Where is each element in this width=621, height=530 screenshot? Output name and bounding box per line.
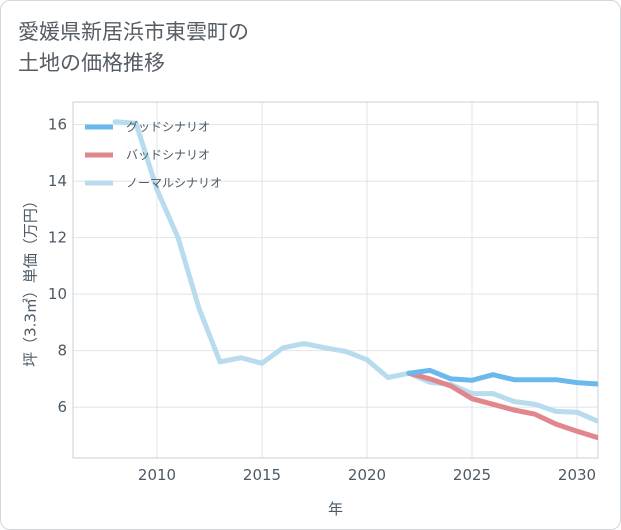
x-tick-label: 2030: [558, 466, 596, 484]
legend-label: グッドシナリオ: [126, 120, 210, 134]
y-tick-label: 16: [48, 116, 67, 134]
y-tick-label: 12: [48, 229, 67, 247]
y-axis-title: 坪（3.3㎡）単価（万円）: [22, 193, 40, 367]
y-tick-label: 14: [48, 172, 67, 190]
chart-title-line-2: 土地の価格推移: [18, 51, 165, 75]
legend-label: バッドシナリオ: [126, 148, 210, 162]
series-lines: [112, 119, 598, 441]
x-tick-label: 2025: [453, 466, 491, 484]
chart-title: 愛媛県新居浜市東雲町の 土地の価格推移: [18, 17, 249, 79]
x-axis-title: 年: [328, 500, 343, 518]
x-tick-label: 2015: [243, 466, 281, 484]
series-line-0: [406, 367, 598, 387]
series-line-2: [112, 119, 598, 424]
y-tick-label: 8: [57, 342, 67, 360]
chart-title-line-1: 愛媛県新居浜市東雲町の: [18, 20, 249, 44]
axes: 2010 2015 2020 2025 2030 6 8 10 12 14 16: [48, 116, 596, 484]
x-tick-label: 2020: [348, 466, 386, 484]
legend-label: ノーマルシナリオ: [126, 176, 222, 190]
y-tick-label: 10: [48, 285, 67, 303]
y-tick-label: 6: [57, 398, 67, 416]
x-tick-label: 2010: [138, 466, 176, 484]
plot-frame: [72, 101, 599, 459]
series-line-1: [406, 370, 598, 441]
